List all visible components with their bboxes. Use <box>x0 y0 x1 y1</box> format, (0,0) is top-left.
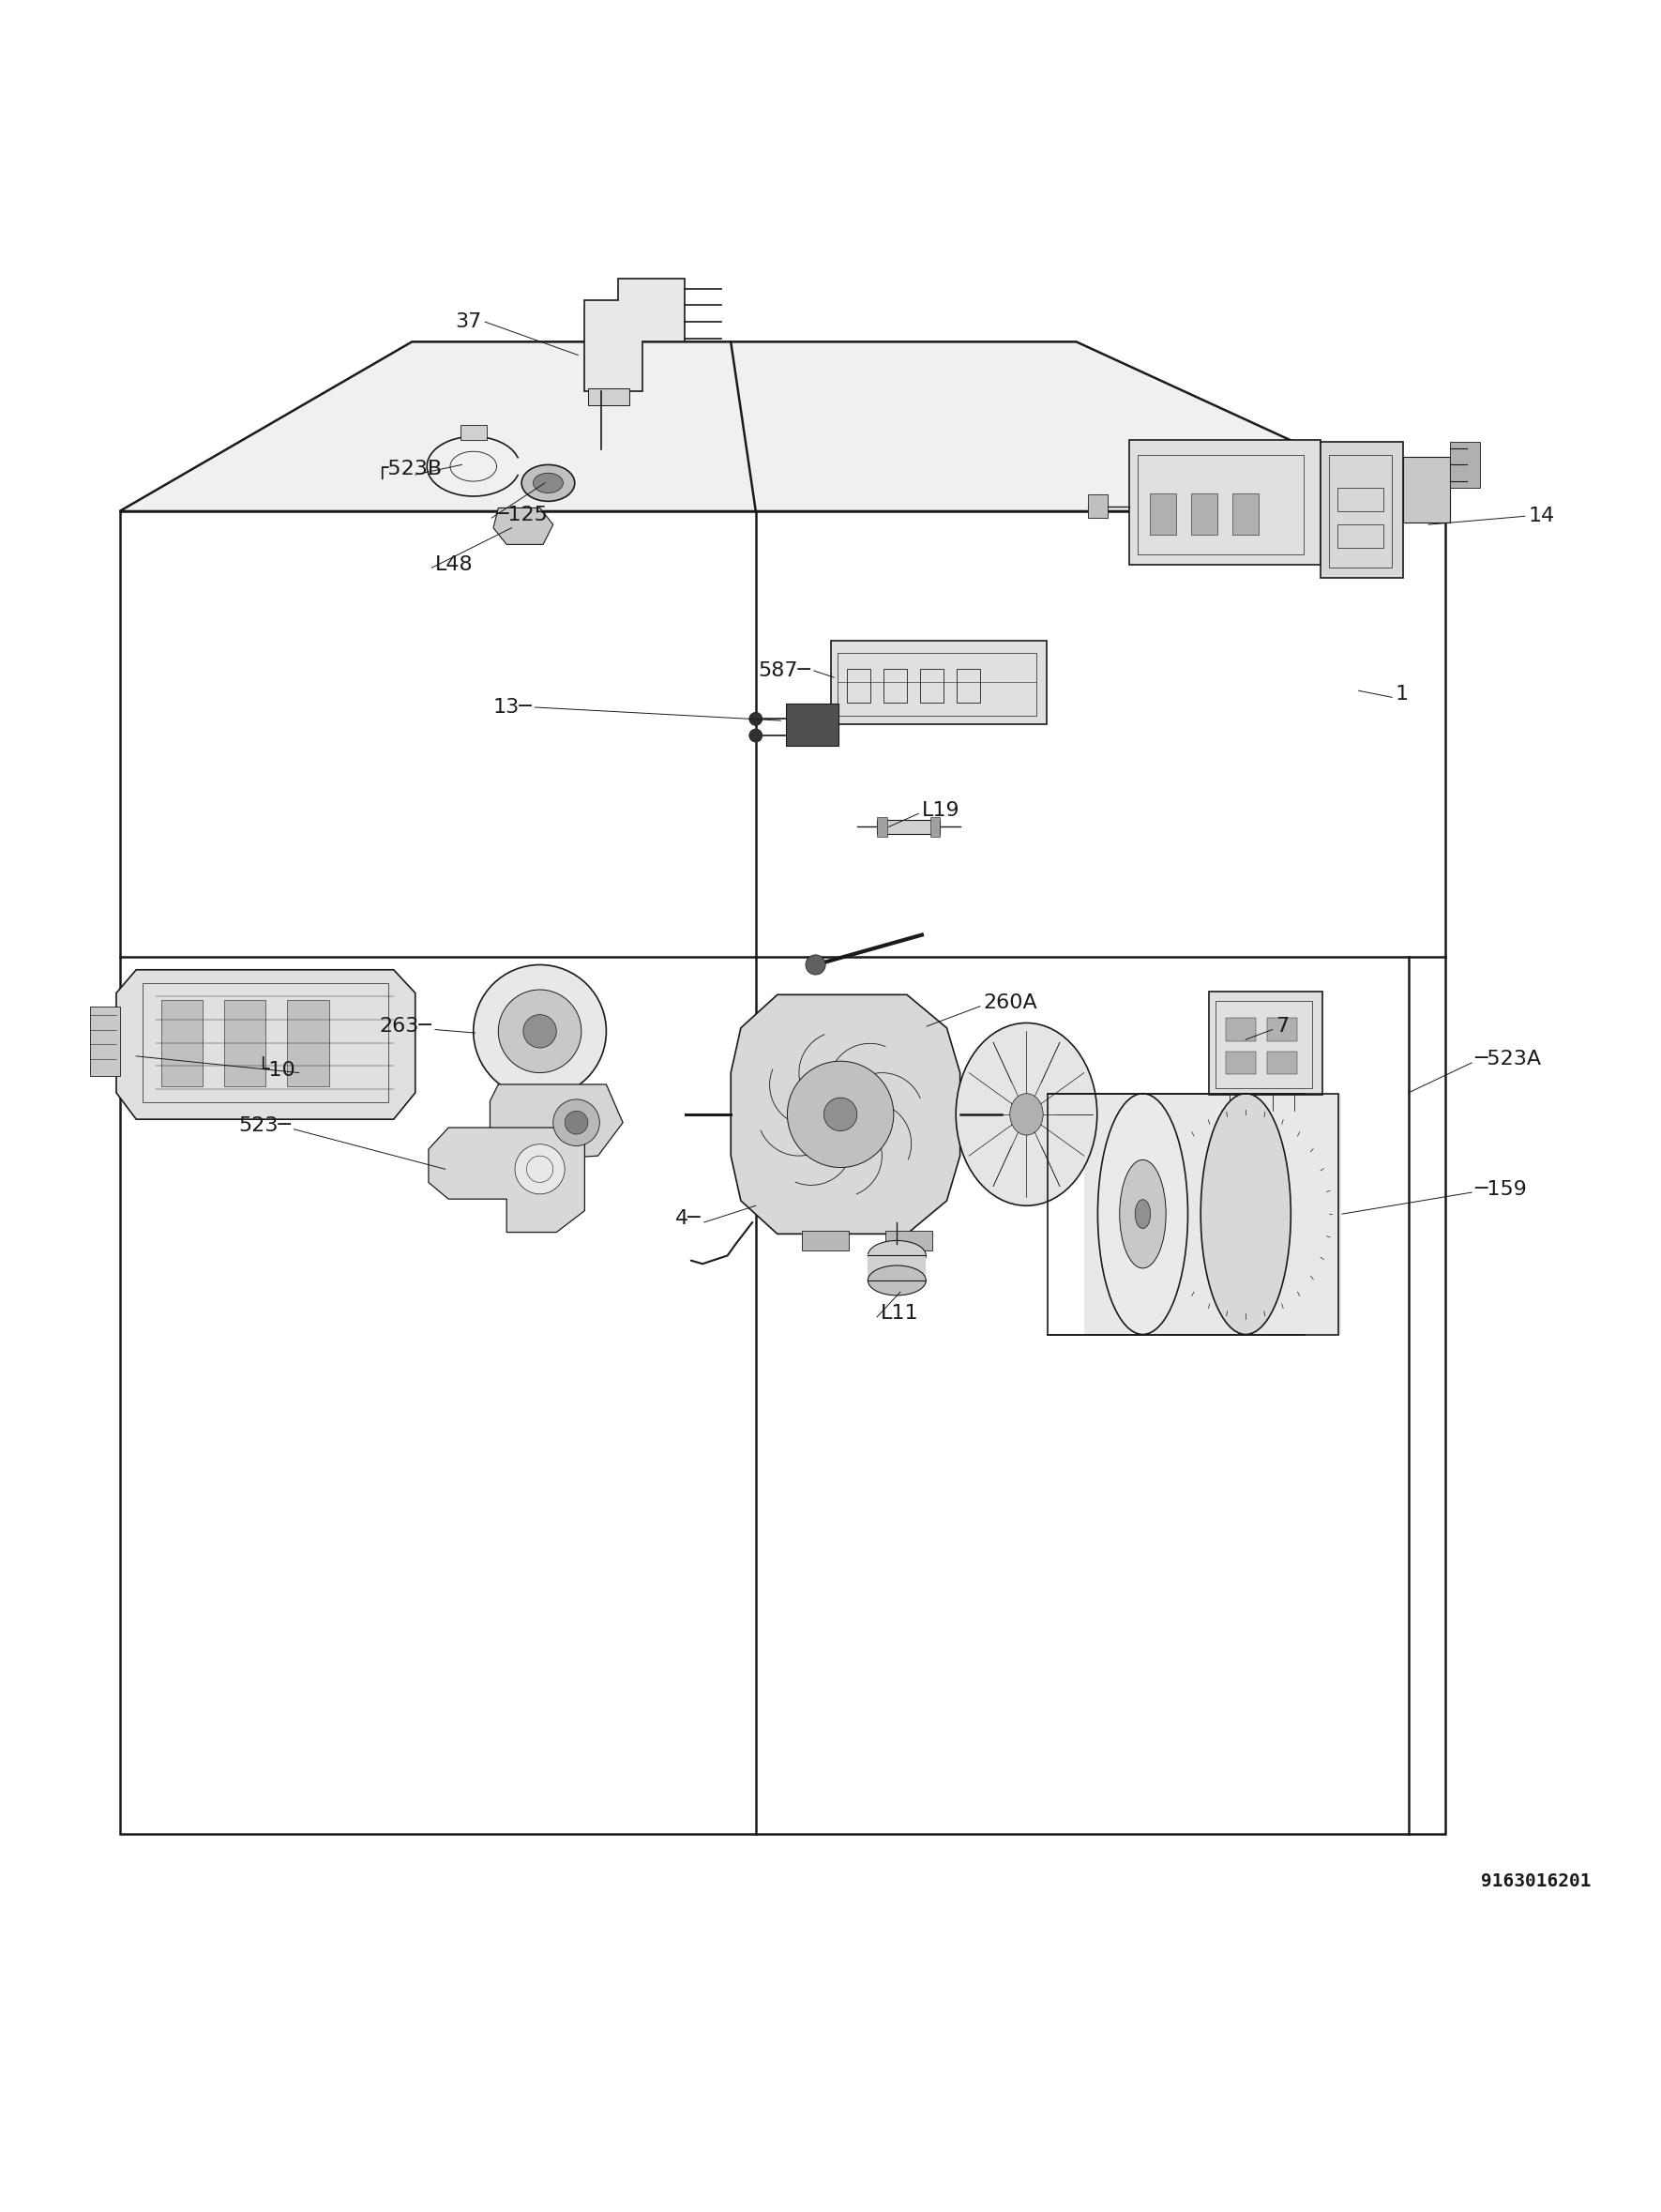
Text: 523─: 523─ <box>238 1117 291 1135</box>
Bar <box>920 668 943 701</box>
Bar <box>1320 442 1404 577</box>
Text: 37: 37 <box>455 312 482 332</box>
Polygon shape <box>116 969 415 1119</box>
Bar <box>1216 1002 1312 1088</box>
Bar <box>460 425 487 440</box>
Text: ─125: ─125 <box>495 504 548 524</box>
Text: 7: 7 <box>1276 1018 1289 1035</box>
Bar <box>957 668 980 701</box>
Bar <box>1337 524 1384 549</box>
Ellipse shape <box>867 1265 927 1296</box>
Bar <box>588 389 630 405</box>
Ellipse shape <box>1098 1093 1188 1334</box>
Ellipse shape <box>533 473 563 493</box>
Bar <box>1191 493 1218 535</box>
Bar <box>847 668 870 701</box>
Circle shape <box>473 964 606 1097</box>
Polygon shape <box>120 511 1445 1834</box>
Text: ─523A: ─523A <box>1475 1051 1541 1068</box>
Circle shape <box>749 712 762 726</box>
Text: 587─: 587─ <box>757 661 811 679</box>
Polygon shape <box>585 279 684 392</box>
Bar <box>1083 1093 1340 1334</box>
Bar <box>1450 442 1480 489</box>
Circle shape <box>498 989 581 1073</box>
Text: 9163016201: 9163016201 <box>1482 1871 1591 1891</box>
Bar <box>287 1000 329 1086</box>
Bar <box>786 703 839 745</box>
Ellipse shape <box>957 1022 1096 1206</box>
Polygon shape <box>120 343 1445 511</box>
Ellipse shape <box>1134 1199 1151 1228</box>
Bar <box>1226 1051 1256 1075</box>
Circle shape <box>553 1099 600 1146</box>
Bar <box>830 641 1046 723</box>
Polygon shape <box>429 1128 585 1232</box>
Ellipse shape <box>1201 1093 1291 1334</box>
Circle shape <box>515 1144 565 1194</box>
Bar <box>877 821 940 834</box>
Bar <box>224 1000 266 1086</box>
Bar <box>884 668 907 701</box>
Bar <box>1088 495 1108 518</box>
Bar <box>885 1230 932 1250</box>
Bar <box>1267 1018 1297 1042</box>
Bar <box>1232 493 1259 535</box>
Polygon shape <box>490 1084 623 1161</box>
Bar <box>161 1000 203 1086</box>
Polygon shape <box>493 509 553 544</box>
Text: 260A: 260A <box>983 993 1038 1013</box>
Bar <box>1267 1051 1297 1075</box>
Bar <box>802 1230 849 1250</box>
Text: L11: L11 <box>880 1305 919 1323</box>
Bar <box>1138 456 1304 555</box>
Bar <box>143 982 389 1102</box>
Ellipse shape <box>522 465 575 502</box>
Circle shape <box>824 1097 857 1130</box>
Circle shape <box>749 730 762 743</box>
Circle shape <box>565 1110 588 1135</box>
Circle shape <box>806 956 826 975</box>
Bar <box>837 653 1036 717</box>
Text: 13─: 13─ <box>492 699 532 717</box>
Text: L48: L48 <box>435 555 473 573</box>
Ellipse shape <box>1010 1093 1043 1135</box>
Bar <box>877 816 887 836</box>
Bar <box>1404 456 1450 522</box>
Bar <box>1149 493 1176 535</box>
Bar <box>867 1254 927 1281</box>
Bar <box>1046 1093 1337 1334</box>
Bar <box>1226 1018 1256 1042</box>
Bar <box>90 1006 120 1075</box>
Text: └10: └10 <box>256 1060 296 1079</box>
Text: ┌523B: ┌523B <box>375 460 442 480</box>
Text: 4─: 4─ <box>674 1210 701 1228</box>
Text: L19: L19 <box>922 801 960 821</box>
Bar <box>930 816 940 836</box>
Text: 1: 1 <box>1395 684 1409 703</box>
Bar <box>1129 440 1320 564</box>
Ellipse shape <box>1120 1159 1166 1267</box>
Text: ─159: ─159 <box>1475 1179 1528 1199</box>
Text: 14: 14 <box>1528 507 1555 526</box>
Polygon shape <box>731 995 960 1234</box>
Bar <box>1329 456 1392 568</box>
Circle shape <box>787 1062 894 1168</box>
Bar <box>1337 489 1384 511</box>
Bar <box>1209 991 1322 1095</box>
Ellipse shape <box>867 1241 927 1270</box>
Circle shape <box>523 1015 556 1048</box>
Text: 263─: 263─ <box>380 1018 432 1035</box>
